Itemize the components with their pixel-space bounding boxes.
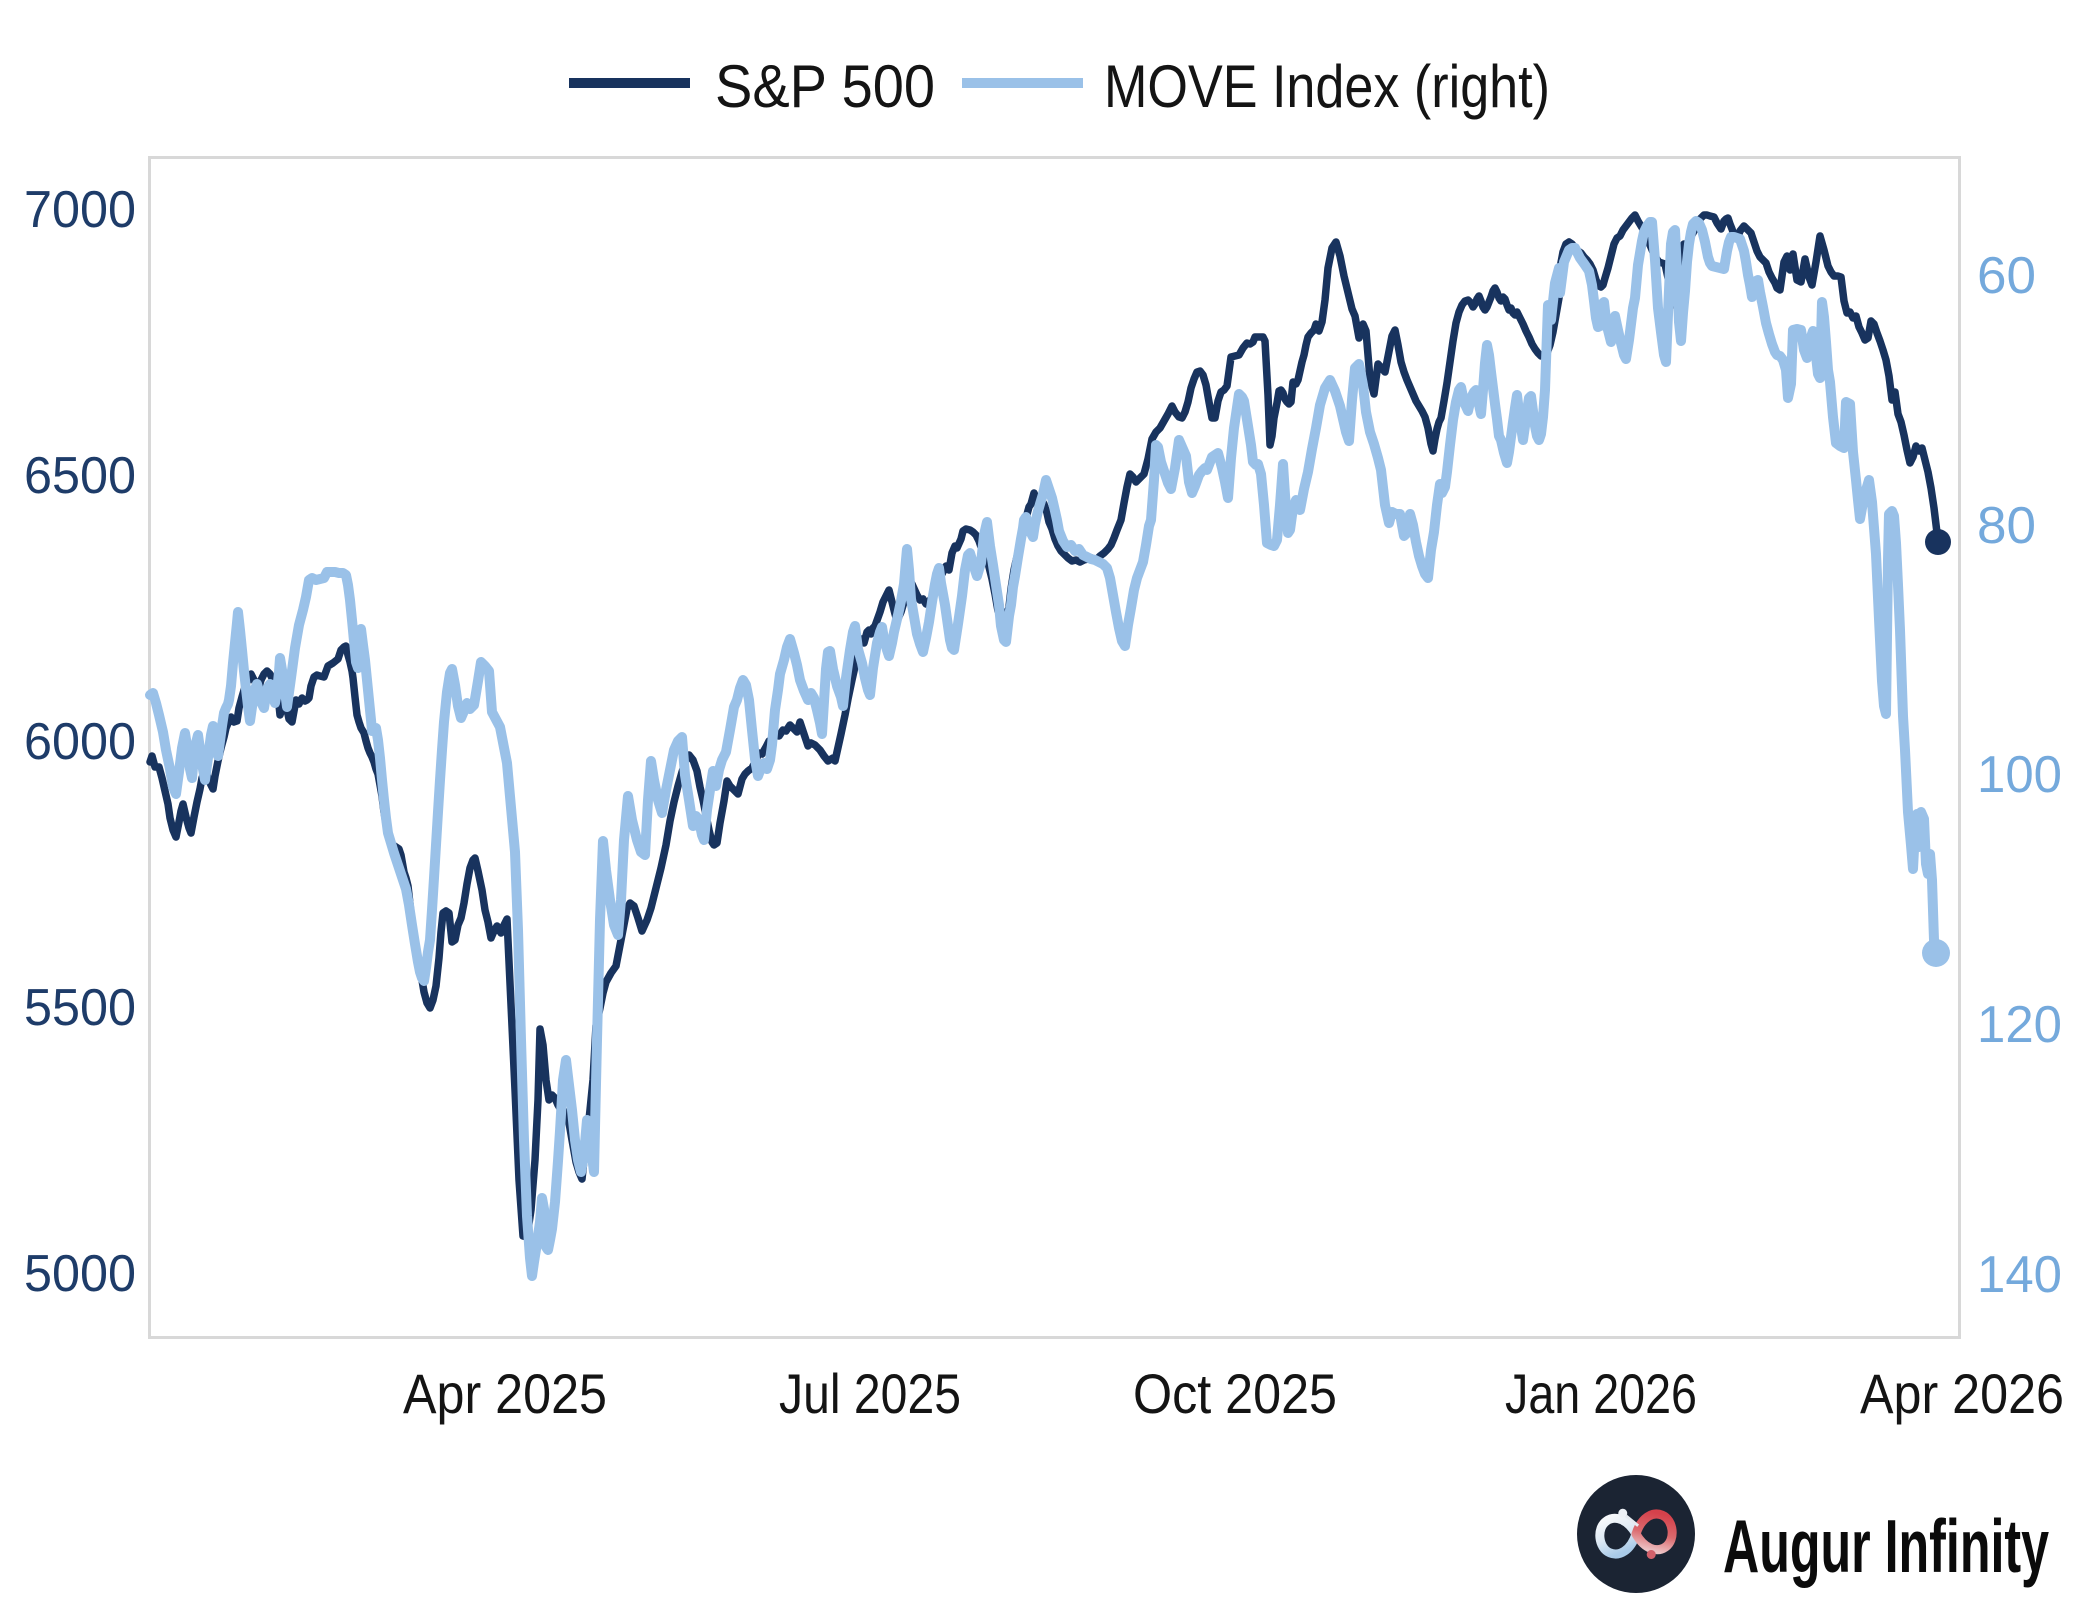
svg-text:7000: 7000 [24,181,136,239]
svg-text:5500: 5500 [24,979,136,1037]
svg-text:80: 80 [1977,497,2036,555]
svg-text:120: 120 [1977,996,2062,1054]
svg-text:5000: 5000 [24,1245,136,1303]
svg-text:60: 60 [1977,247,2036,305]
svg-text:100: 100 [1977,746,2062,804]
svg-text:6000: 6000 [24,713,136,771]
svg-text:Augur Infinity: Augur Infinity [1723,1504,2049,1588]
svg-text:6500: 6500 [24,447,136,505]
svg-text:S&P 500: S&P 500 [715,53,935,120]
svg-text:Apr 2026: Apr 2026 [1860,1362,2064,1425]
svg-text:Jan 2026: Jan 2026 [1505,1362,1697,1425]
svg-text:Jul 2025: Jul 2025 [779,1362,961,1425]
svg-text:Apr 2025: Apr 2025 [403,1362,607,1425]
svg-text:MOVE Index (right): MOVE Index (right) [1104,53,1550,120]
svg-text:140: 140 [1977,1246,2062,1304]
svg-text:Oct 2025: Oct 2025 [1133,1362,1337,1425]
